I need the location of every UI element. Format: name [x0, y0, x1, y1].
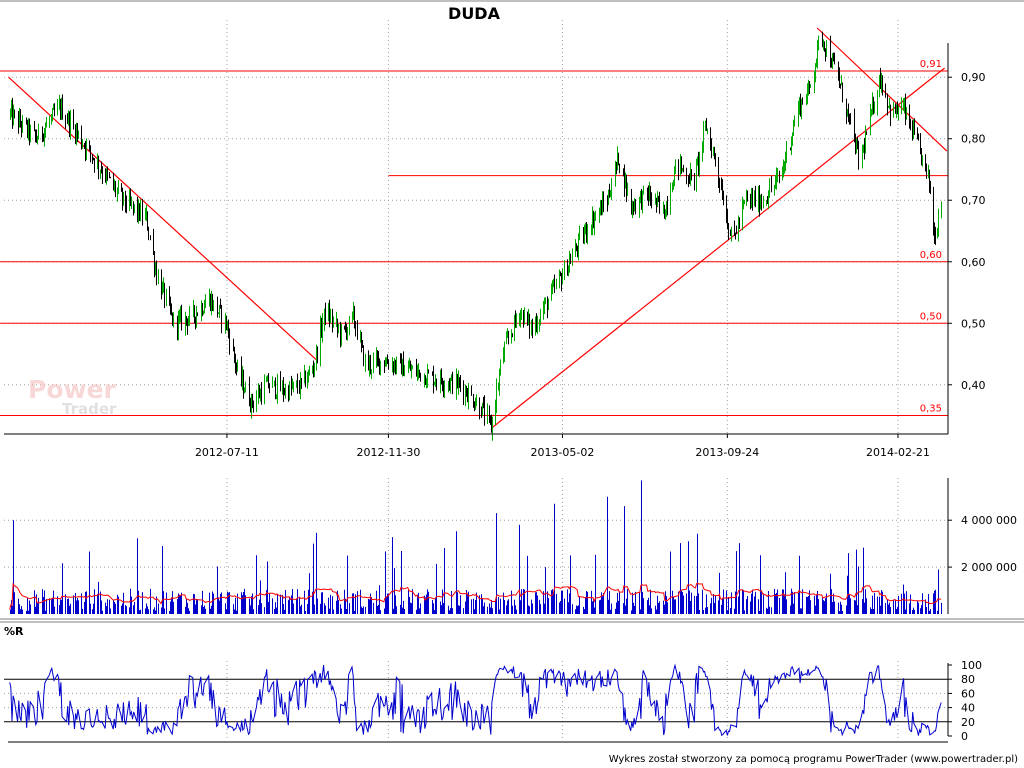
watermark: Power Trader [28, 375, 117, 418]
price-y-tick-label: 0,70 [961, 194, 986, 207]
price-y-tick-label: 0,90 [961, 71, 986, 84]
volume-average-line [9, 582, 942, 610]
watermark-power: Power [28, 375, 117, 404]
x-tick-label: 2012-11-30 [356, 446, 420, 459]
level-label: 0,91 [920, 59, 942, 70]
williams-r-line [4, 663, 948, 737]
watermark-trader: Trader [62, 400, 117, 418]
grid-lines [4, 20, 948, 738]
price-y-tick-label: 0,50 [961, 317, 986, 330]
footer-credit: Wykres został stworzony za pomocą progra… [609, 754, 1018, 765]
level-label: 0,50 [920, 311, 942, 322]
wr-y-tick-label: 0 [961, 730, 968, 743]
trend-line [8, 76, 318, 361]
chart-title: DUDA [448, 4, 501, 23]
panel-frames [0, 0, 1024, 743]
wr-panel-title: %R [4, 625, 24, 638]
trend-lines [8, 27, 948, 429]
x-tick-label: 2013-05-02 [530, 446, 594, 459]
price-y-tick-label: 0,60 [961, 256, 986, 269]
wr-y-tick-label: 60 [961, 687, 975, 700]
wr-y-tick-label: 80 [961, 673, 975, 686]
axis-labels: 0,40 0,50 0,60 0,70 0,80 0,90 2012-07-11 2012-1… [195, 71, 1017, 743]
price-y-tick-label: 0,40 [961, 379, 986, 392]
wr-line [9, 663, 942, 737]
support-resistance-lines: 0,91 0,60 0,50 0,35 [0, 59, 948, 417]
x-tick-label: 2014-02-21 [866, 446, 930, 459]
volume-y-tick-label: 4 000 000 [961, 514, 1017, 527]
x-tick-label: 2013-09-24 [695, 446, 759, 459]
wr-y-tick-label: 40 [961, 702, 975, 715]
price-y-tick-label: 0,80 [961, 133, 986, 146]
volume-bars [9, 480, 942, 614]
trend-line [491, 67, 945, 429]
level-label: 0,60 [920, 250, 942, 261]
wr-y-tick-label: 100 [961, 659, 982, 672]
x-tick-label: 2012-07-11 [195, 446, 259, 459]
level-label: 0,35 [920, 404, 942, 415]
volume-y-tick-label: 2 000 000 [961, 561, 1017, 574]
wr-y-tick-label: 20 [961, 716, 975, 729]
price-candles [10, 31, 942, 441]
